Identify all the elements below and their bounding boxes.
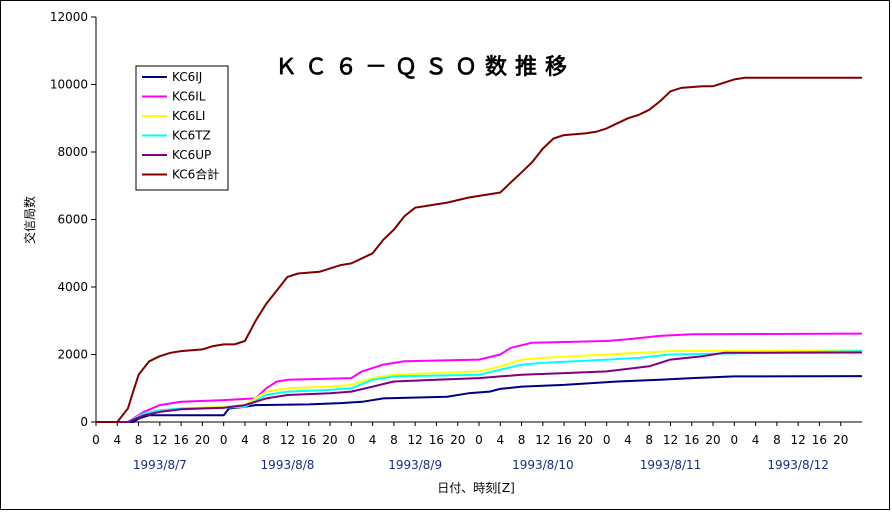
x-tick-label: 12 bbox=[280, 433, 295, 447]
x-tick-label: 12 bbox=[663, 433, 678, 447]
x-date-label: 1993/8/12 bbox=[767, 458, 829, 472]
legend-entry: KC6合計 bbox=[172, 167, 219, 182]
series-line-kc6il bbox=[96, 332, 863, 423]
series-line-kc6tz bbox=[96, 350, 863, 423]
y-axis-label: 交信局数 bbox=[22, 196, 37, 244]
x-tick-label: 20 bbox=[195, 433, 210, 447]
legend-entry: KC6LI bbox=[172, 109, 205, 123]
series-line-kc6合計 bbox=[96, 76, 862, 423]
x-tick-label: 16 bbox=[812, 433, 827, 447]
x-axis: 0 4 8 12 16 20 0 4 8 12 16 20 0 4 8 12 16 20 0 4 8 12 16 20 0 4 8 1… bbox=[92, 421, 862, 472]
legend-entry: KC6UP bbox=[172, 148, 211, 162]
y-tick-label: 2000 bbox=[57, 348, 88, 362]
x-tick-label: 4 bbox=[113, 433, 121, 447]
x-tick-label: 4 bbox=[369, 433, 377, 447]
x-tick-label: 0 bbox=[603, 433, 611, 447]
x-tick-label: 16 bbox=[684, 433, 699, 447]
x-date-label: 1993/8/8 bbox=[261, 458, 315, 472]
y-tick-label: 6000 bbox=[57, 213, 88, 227]
x-tick-label: 4 bbox=[624, 433, 632, 447]
x-tick-label: 16 bbox=[556, 433, 571, 447]
y-tick-label: 8000 bbox=[57, 145, 88, 159]
x-tick-label: 12 bbox=[152, 433, 167, 447]
y-tick-label: 10000 bbox=[50, 78, 88, 92]
x-tick-label: 20 bbox=[578, 433, 593, 447]
x-tick-label: 8 bbox=[390, 433, 398, 447]
y-axis: 0 2000 4000 6000 8000 10000 12000 bbox=[50, 10, 97, 429]
series-line-kc6up bbox=[96, 351, 863, 423]
series-lines bbox=[96, 76, 863, 423]
x-tick-label: 4 bbox=[752, 433, 760, 447]
x-tick-label: 20 bbox=[322, 433, 337, 447]
x-tick-label: 20 bbox=[833, 433, 848, 447]
x-tick-label: 4 bbox=[241, 433, 249, 447]
x-tick-label: 12 bbox=[408, 433, 423, 447]
x-tick-label: 16 bbox=[429, 433, 444, 447]
x-date-label: 1993/8/11 bbox=[640, 458, 702, 472]
legend-entry: KC6IL bbox=[172, 90, 206, 104]
x-tick-label: 16 bbox=[173, 433, 188, 447]
x-tick-label: 16 bbox=[301, 433, 316, 447]
x-tick-label: 8 bbox=[645, 433, 653, 447]
x-tick-label: 8 bbox=[773, 433, 781, 447]
x-tick-label: 12 bbox=[535, 433, 550, 447]
x-tick-label: 0 bbox=[731, 433, 739, 447]
legend: KC6IJ KC6IL KC6LI KC6TZ KC6UP KC6合計 bbox=[135, 65, 229, 191]
y-tick-label: 12000 bbox=[50, 10, 88, 24]
legend-box bbox=[135, 65, 229, 191]
series-line-kc6li bbox=[96, 349, 863, 423]
y-tick-label: 4000 bbox=[57, 280, 88, 294]
x-tick-label: 8 bbox=[518, 433, 526, 447]
x-date-label: 1993/8/7 bbox=[133, 458, 187, 472]
x-axis-label: 日付、時刻[Z] bbox=[437, 481, 515, 495]
x-tick-label: 0 bbox=[475, 433, 483, 447]
series-line-kc6ij bbox=[96, 375, 863, 423]
x-tick-label: 4 bbox=[496, 433, 504, 447]
x-date-label: 1993/8/9 bbox=[388, 458, 442, 472]
x-tick-label: 8 bbox=[135, 433, 143, 447]
x-tick-label: 0 bbox=[348, 433, 356, 447]
legend-entry: KC6IJ bbox=[172, 70, 202, 84]
x-tick-label: 20 bbox=[450, 433, 465, 447]
chart-title: ＫＣ６－ＱＳＯ数推移 bbox=[275, 54, 575, 80]
x-tick-label: 12 bbox=[791, 433, 806, 447]
x-date-label: 1993/8/10 bbox=[512, 458, 574, 472]
x-tick-label: 0 bbox=[92, 433, 100, 447]
x-tick-label: 20 bbox=[705, 433, 720, 447]
legend-entry: KC6TZ bbox=[172, 129, 211, 143]
y-tick-label: 0 bbox=[80, 415, 88, 429]
x-tick-label: 0 bbox=[220, 433, 228, 447]
x-tick-label: 8 bbox=[262, 433, 270, 447]
